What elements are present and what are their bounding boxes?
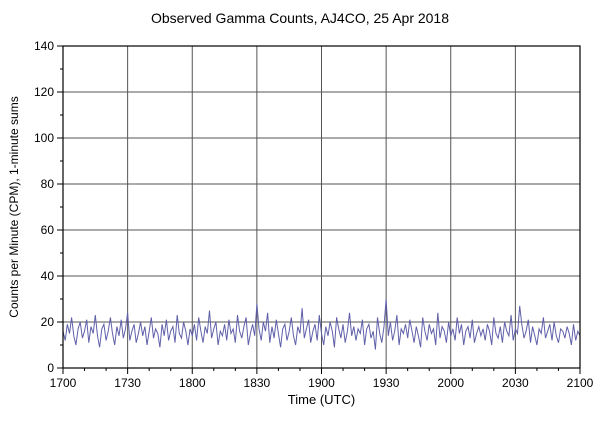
x-tick-label: 1900 <box>308 376 335 390</box>
x-tick-label: 1700 <box>50 376 77 390</box>
y-tick-label: 80 <box>41 177 55 191</box>
x-tick-label: 2000 <box>437 376 464 390</box>
x-tick-label: 1930 <box>373 376 400 390</box>
x-tick-label: 1730 <box>114 376 141 390</box>
y-tick-label: 60 <box>41 223 55 237</box>
y-tick-label: 40 <box>41 269 55 283</box>
y-tick-label: 20 <box>41 315 55 329</box>
x-axis-label: Time (UTC) <box>287 392 356 407</box>
chart-title: Observed Gamma Counts, AJ4CO, 25 Apr 201… <box>150 10 450 26</box>
plot-frame <box>62 45 581 369</box>
y-tick-label: 0 <box>47 361 54 375</box>
y-tick-label: 120 <box>34 85 54 99</box>
x-tick-label: 1800 <box>179 376 206 390</box>
x-tick-label: 1830 <box>244 376 271 390</box>
x-tick-label: 2100 <box>567 376 594 390</box>
y-tick-label: 140 <box>34 39 54 53</box>
y-tick-label: 100 <box>34 131 54 145</box>
data-line <box>62 298 581 350</box>
x-tick-label: 2030 <box>502 376 529 390</box>
